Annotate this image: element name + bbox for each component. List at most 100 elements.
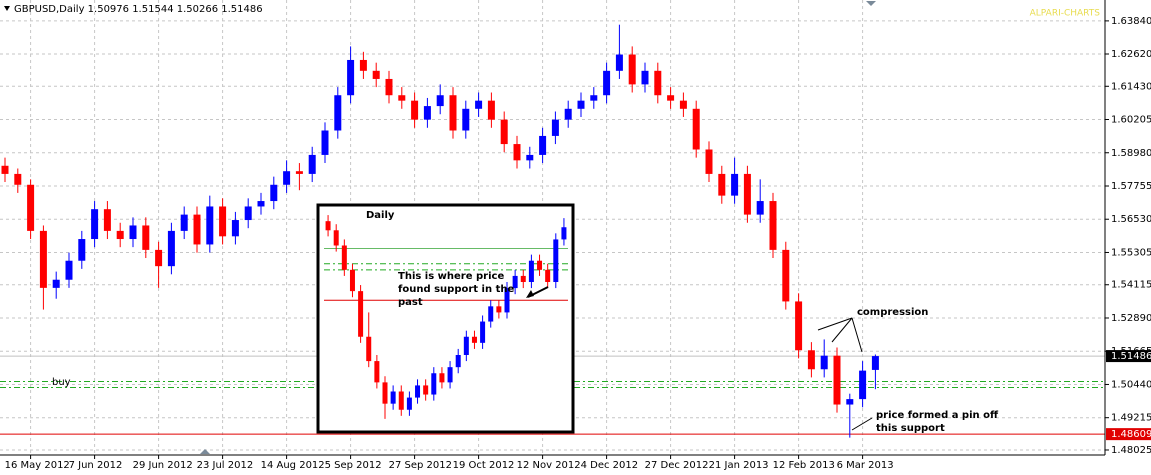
x-tick-label: 16 May 2012 [5, 460, 70, 471]
candle-body [512, 275, 518, 289]
candle-body [679, 100, 687, 109]
candle-body [374, 361, 380, 383]
x-tick-label: 12 Feb 2013 [773, 460, 835, 471]
candle-body [65, 260, 73, 280]
candle-body [820, 355, 828, 370]
candle-body [537, 260, 543, 270]
candle-body [553, 239, 559, 282]
inset-arrowhead [526, 290, 534, 298]
order-label: buy [52, 377, 71, 388]
candle-body [743, 173, 751, 215]
x-tick-label: 6 Mar 2013 [837, 460, 894, 471]
candle-body [27, 184, 35, 231]
candle-body [398, 391, 404, 410]
candle-body [487, 100, 495, 120]
candle-body [628, 54, 636, 85]
y-tick-label: 1.60205 [1111, 115, 1151, 126]
candle-body [731, 173, 739, 196]
y-tick-label: 1.61430 [1111, 81, 1151, 92]
inset-note: past [398, 297, 423, 308]
y-tick-label: 1.57755 [1111, 181, 1151, 192]
pointer [851, 317, 863, 353]
watermark: ALPARI-CHARTS [1030, 9, 1101, 19]
candle-body [325, 221, 331, 231]
pointer [817, 317, 853, 331]
y-tick-label: 1.56530 [1111, 214, 1151, 225]
candle-body [692, 108, 700, 150]
candle-body [615, 54, 623, 71]
inset-note: This is where price [398, 271, 504, 282]
x-tick-label: 14 Aug 2012 [261, 460, 325, 471]
candle-body [78, 239, 86, 261]
x-tick-label: 27 Sep 2012 [389, 460, 452, 471]
candle-body [500, 119, 508, 145]
candle-body [564, 108, 572, 120]
candle-body [308, 154, 316, 174]
x-tick-label: 21 Jan 2013 [709, 460, 769, 471]
candle-body [39, 230, 47, 288]
candle-body [295, 171, 303, 174]
candle-body [436, 95, 444, 107]
candle-body [103, 209, 111, 231]
candle-body [398, 95, 406, 101]
candle-body [390, 391, 396, 404]
x-tick-label: 23 Jul 2012 [197, 460, 254, 471]
candle-body [545, 269, 551, 282]
candle-body [91, 209, 99, 240]
candle-body [488, 306, 494, 322]
pointer [831, 317, 853, 343]
candle-body [347, 59, 355, 96]
y-tick-label: 1.62620 [1111, 49, 1151, 60]
candle-body [846, 399, 854, 405]
candle-body [603, 70, 611, 96]
candle-body [334, 95, 342, 131]
pin-note: price formed a pin off [876, 410, 999, 421]
candle-body [871, 356, 879, 370]
x-tick-label: 4 Dec 2012 [581, 460, 639, 471]
candle-body [341, 245, 347, 270]
candle-body [372, 70, 380, 79]
x-tick-label: 12 Nov 2012 [517, 460, 581, 471]
candle-body [641, 70, 649, 85]
inset-chart: Daily This is where price found support in… [316, 203, 575, 434]
candle-body [349, 269, 355, 292]
y-tick-label: 1.54115 [1111, 280, 1151, 291]
candle-body [206, 206, 214, 245]
candle-body [321, 130, 329, 155]
menu-arrow [4, 6, 10, 11]
candle-body [406, 397, 412, 410]
x-tick-label: 27 Dec 2012 [645, 460, 709, 471]
candle-body [359, 59, 367, 71]
candle-body [769, 201, 777, 250]
candle-body [496, 306, 502, 313]
y-tick-label: 1.49215 [1111, 413, 1151, 424]
candle-body [231, 220, 239, 237]
candle-body [475, 100, 483, 109]
candle-body [415, 385, 421, 398]
candle-body [14, 173, 22, 185]
candle-body [283, 171, 291, 185]
candle-body [155, 249, 163, 267]
inset-note: found support in the [398, 284, 514, 295]
candle-body [577, 100, 585, 109]
candle-body [463, 336, 469, 355]
candle-body [423, 106, 431, 120]
y-tick-label: 1.52890 [1111, 313, 1151, 324]
candle-body [244, 206, 252, 221]
axis: 1.63840 1.62620 1.61430 1.60205 1.58980 1.577… [5, 16, 1151, 471]
candle-body [705, 149, 713, 174]
inset-frame [316, 203, 575, 434]
pointer [851, 417, 873, 431]
chart-title: GBPUSD,Daily 1.50976 1.51544 1.50266 1.5… [14, 4, 263, 15]
candle-body [257, 201, 265, 207]
y-tick-label: 1.50440 [1111, 379, 1151, 390]
candle-body [833, 355, 841, 405]
candle-body [431, 373, 437, 395]
candle-body [513, 144, 521, 161]
support-price-label: 1.48609 [1111, 429, 1151, 440]
candle-body [561, 227, 567, 240]
compression-note: compression [857, 307, 928, 318]
y-tick-label: 1.58980 [1111, 148, 1151, 159]
